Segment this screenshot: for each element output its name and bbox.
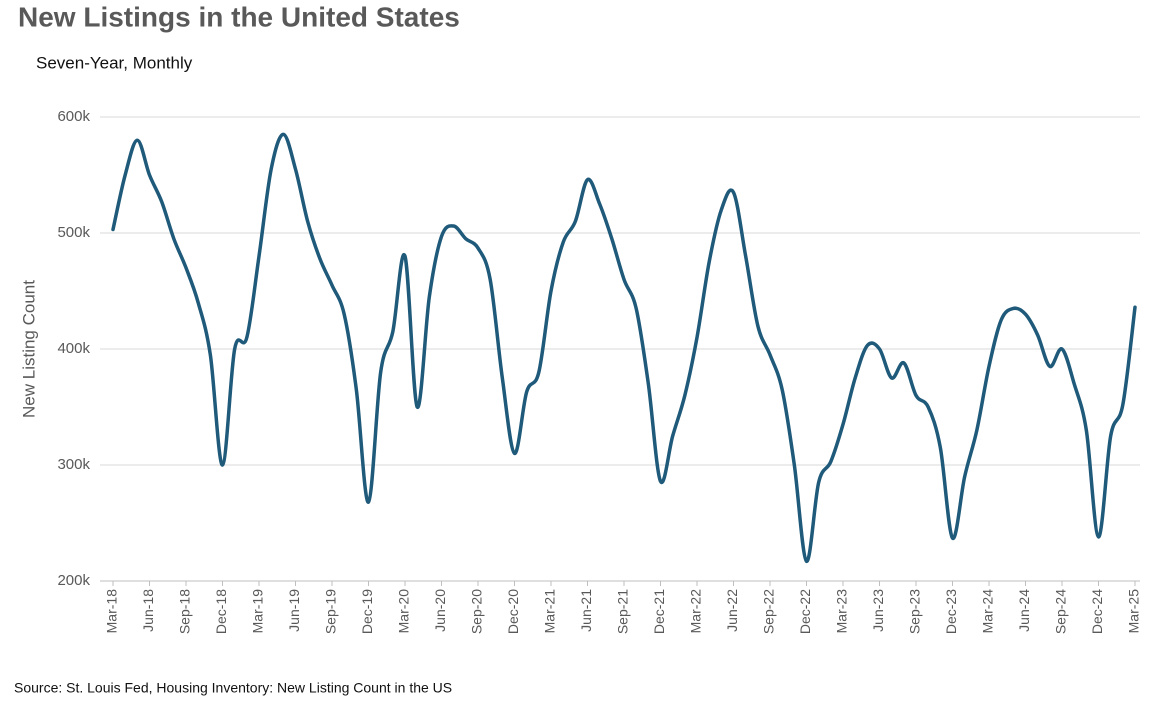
x-tick-label: Dec-22 <box>797 589 813 634</box>
x-tick-label: Jun-19 <box>286 589 302 632</box>
source-note: Source: St. Louis Fed, Housing Inventory… <box>14 680 452 696</box>
y-axis-label: New Listing Count <box>19 280 38 418</box>
x-tick-label: Jun-22 <box>724 589 740 632</box>
x-tick-label: Mar-19 <box>250 589 266 634</box>
x-tick-label: Jun-24 <box>1016 589 1032 632</box>
x-tick-label: Dec-23 <box>943 589 959 634</box>
y-tick-label: 400k <box>57 340 90 357</box>
x-tick-label: Dec-19 <box>359 589 375 634</box>
x-tick-label: Dec-18 <box>213 589 229 634</box>
x-tick-label: Dec-20 <box>505 589 521 634</box>
x-tick-label: Jun-21 <box>578 589 594 632</box>
x-tick-label: Mar-23 <box>834 589 850 634</box>
x-tick-label: Mar-25 <box>1126 589 1142 634</box>
x-tick-label: Sep-21 <box>615 589 631 634</box>
x-tick-label: Jun-18 <box>140 589 156 632</box>
y-tick-label: 300k <box>57 456 90 473</box>
x-tick-label: Sep-18 <box>177 589 193 634</box>
y-tick-label: 200k <box>57 572 90 589</box>
x-tick-label: Dec-24 <box>1089 589 1105 634</box>
y-tick-label: 500k <box>57 224 90 241</box>
x-tick-label: Sep-23 <box>907 589 923 634</box>
x-tick-label: Jun-20 <box>432 589 448 632</box>
data-line <box>111 132 1137 564</box>
y-tick-label: 600k <box>57 108 90 125</box>
x-tick-label: Mar-20 <box>396 589 412 634</box>
x-tick-label: Dec-21 <box>651 589 667 634</box>
x-tick-label: Mar-21 <box>542 589 558 634</box>
x-tick-label: Sep-24 <box>1053 589 1069 634</box>
x-tick-label: Mar-22 <box>688 589 704 634</box>
x-tick-label: Jun-23 <box>870 589 886 632</box>
x-tick-label: Sep-19 <box>323 589 339 634</box>
x-tick-label: Sep-22 <box>761 589 777 634</box>
x-tick-label: Sep-20 <box>469 589 485 634</box>
x-tick-label: Mar-18 <box>104 589 120 634</box>
x-tick-label: Mar-24 <box>980 589 996 634</box>
chart-subtitle: Seven-Year, Monthly <box>36 53 193 72</box>
chart-title: New Listings in the United States <box>18 1 460 32</box>
